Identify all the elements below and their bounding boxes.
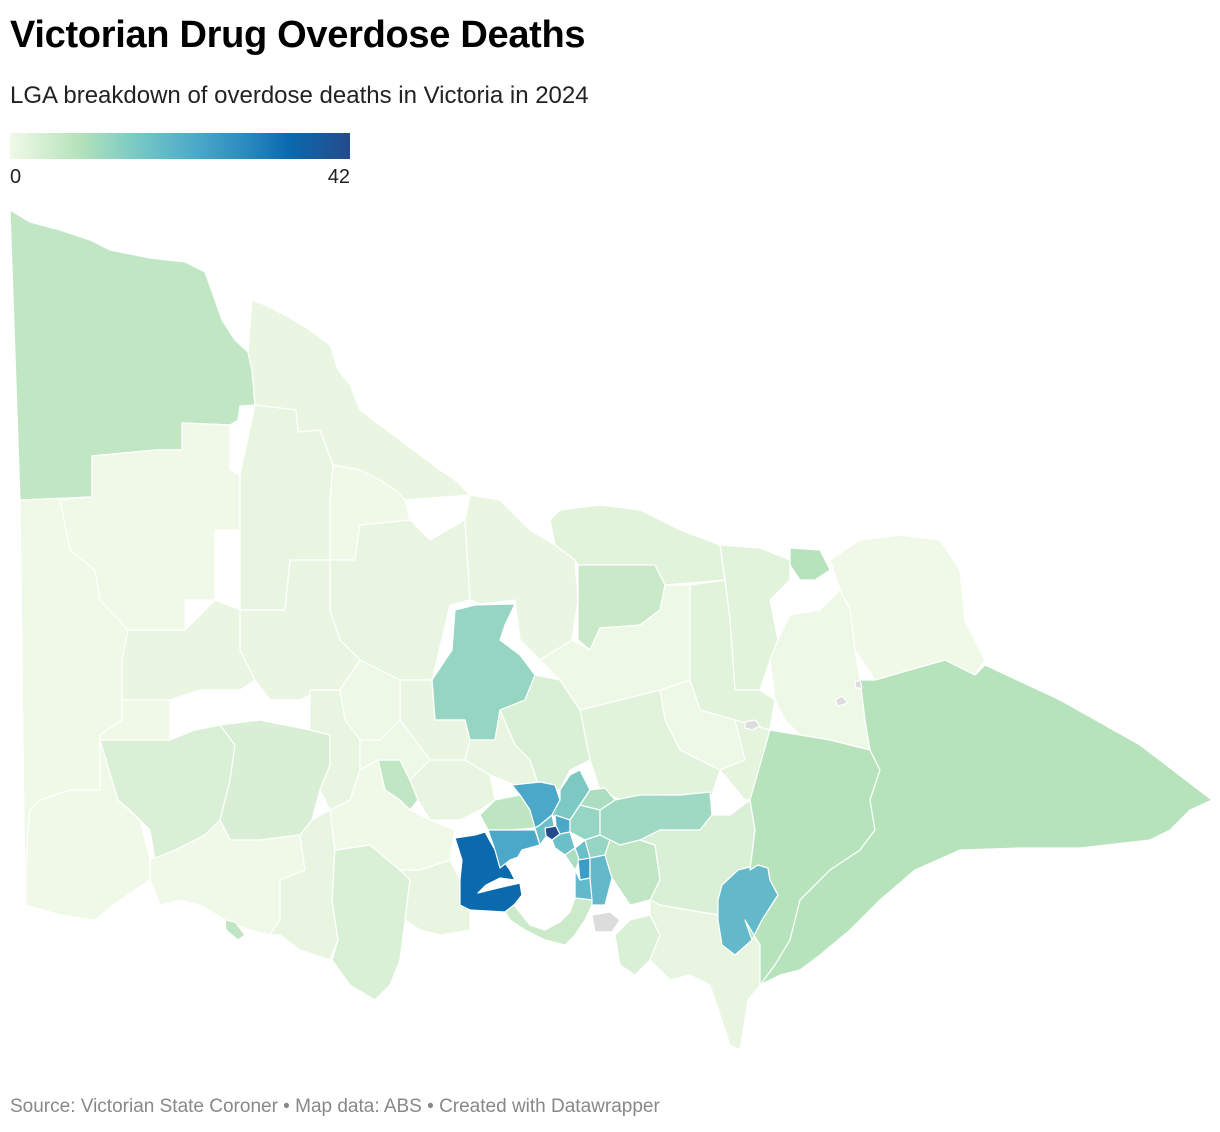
legend-min-label: 0 xyxy=(10,166,22,188)
legend-gradient-bar xyxy=(10,133,350,159)
lga-mornington-peninsula[interactable] xyxy=(504,897,593,946)
alpine-resort-mt-hotham[interactable] xyxy=(854,679,863,689)
lga-moorabool[interactable] xyxy=(409,759,496,821)
lga-nillumbik[interactable] xyxy=(579,787,616,811)
lga-surf-coast[interactable] xyxy=(399,859,471,936)
chart-subtitle: LGA breakdown of overdose deaths in Vict… xyxy=(10,82,589,109)
source-footer: Source: Victorian State Coroner • Map da… xyxy=(10,1096,660,1117)
lga-campaspe[interactable] xyxy=(464,494,579,661)
lga-horsham[interactable] xyxy=(121,599,256,701)
alpine-resort-mt-buller[interactable] xyxy=(744,719,761,731)
victoria-choropleth-map xyxy=(0,200,1220,1070)
lga-golden-plains[interactable] xyxy=(329,759,456,871)
lga-bass-coast[interactable] xyxy=(614,914,661,976)
map-svg xyxy=(9,209,1213,1051)
lga-warrnambool[interactable] xyxy=(224,919,246,941)
lga-northern-grampians[interactable] xyxy=(239,559,361,701)
legend-max-label: 42 xyxy=(327,166,350,188)
color-legend: 0 42 xyxy=(10,133,350,192)
lga-east-gippsland[interactable] xyxy=(759,659,1213,986)
alpine-resort-falls-creek[interactable] xyxy=(834,695,849,707)
lga-dandenong[interactable] xyxy=(577,857,591,881)
chart-title: Victorian Drug Overdose Deaths xyxy=(10,14,586,56)
lga-french-island[interactable] xyxy=(591,911,621,933)
lga-hindmarsh[interactable] xyxy=(59,422,241,631)
lga-wodonga[interactable] xyxy=(789,547,831,581)
